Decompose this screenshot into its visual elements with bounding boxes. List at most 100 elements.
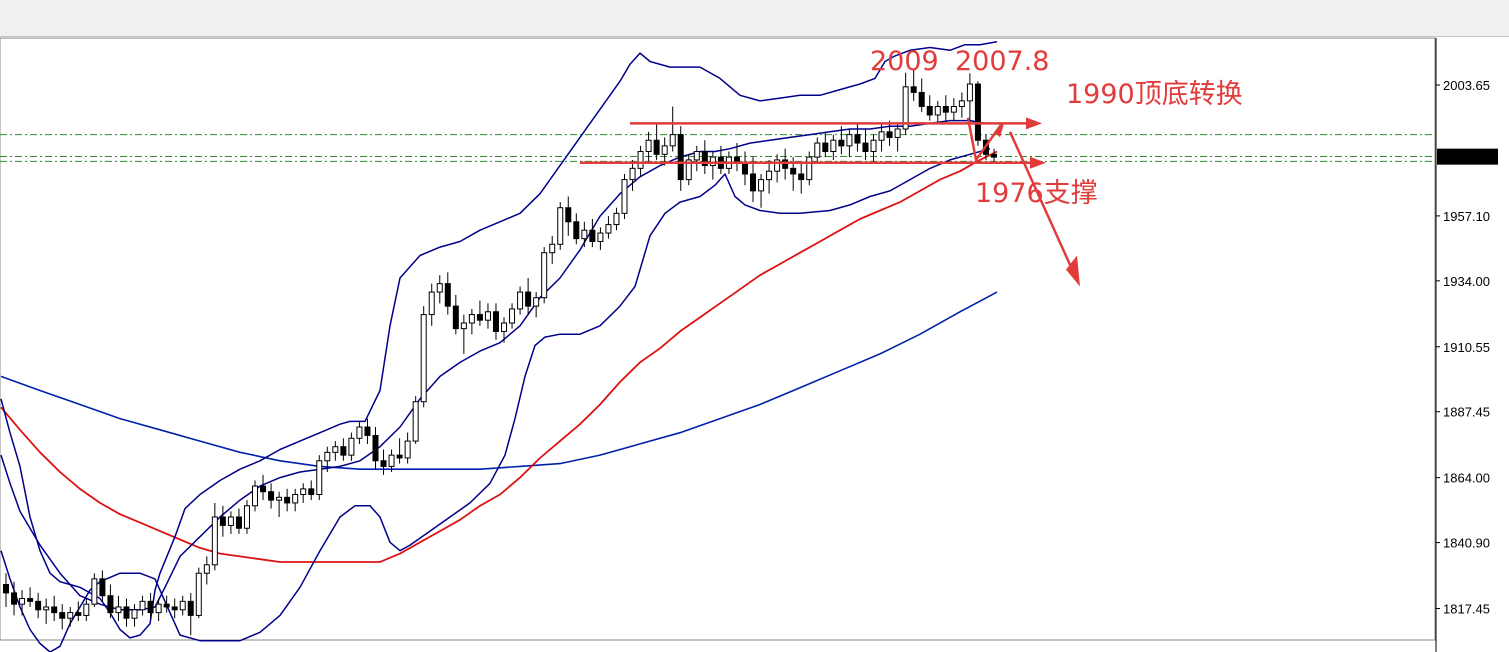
candle-72 (581, 221, 588, 248)
candle-body-down (492, 311, 499, 332)
candle-body-down (107, 595, 114, 614)
candle-body-up (637, 150, 644, 169)
candle-body-up (581, 229, 588, 240)
annotation-label-0: 2009 (870, 46, 939, 77)
candle-38 (308, 480, 315, 501)
candle-123 (991, 148, 997, 163)
candle-body-up (693, 150, 700, 161)
candle-71 (573, 213, 580, 245)
candle-body-up (806, 156, 813, 181)
candle-7 (59, 604, 66, 630)
candle-body-up (436, 283, 443, 293)
candle-23 (187, 592, 194, 636)
candle-body-up (211, 516, 218, 566)
plot-area[interactable] (0, 37, 1436, 641)
axis-tick-label-1: 1957.10 (1443, 209, 1490, 224)
candle-body-up (605, 224, 612, 234)
candle-56 (452, 294, 459, 335)
candle-43 (348, 432, 355, 461)
candle-83 (669, 106, 676, 152)
candle-body-down (235, 516, 242, 529)
candle-58 (468, 308, 475, 335)
candle-body-up (621, 179, 628, 214)
candle-body-up (428, 291, 435, 316)
candle-body-up (83, 603, 90, 616)
candle-64 (517, 286, 524, 315)
ma-blue-line (0, 291, 998, 471)
candle-113 (910, 69, 917, 101)
candle-body-down (525, 291, 532, 307)
candle-body-down (854, 134, 861, 144)
candle-10 (83, 598, 90, 622)
candle-52 (420, 306, 427, 408)
candle-107 (862, 129, 869, 160)
candle-body-down (268, 491, 275, 501)
candle-11 (91, 573, 98, 607)
candle-86 (693, 145, 700, 172)
candle-12 (99, 570, 106, 602)
candle-body-up (830, 139, 837, 152)
candle-body-up (597, 232, 604, 242)
candles (3, 69, 997, 636)
candle-21 (171, 598, 178, 619)
candle-body-up (758, 179, 765, 192)
axis-tick-label-7: 1817.45 (1443, 602, 1490, 617)
current-price-box (1437, 148, 1498, 165)
candle-body-up (252, 485, 259, 507)
candle-40 (324, 446, 331, 473)
candle-55 (444, 272, 451, 315)
v-arrowhead (994, 123, 1004, 138)
candle-87 (701, 140, 708, 174)
candle-27 (219, 505, 226, 537)
candle-body-up (332, 446, 339, 453)
toolbar-strip (0, 0, 1509, 37)
candle-85 (685, 154, 692, 186)
candle-95 (766, 159, 773, 194)
candle-body-up (894, 128, 901, 138)
candle-73 (589, 218, 596, 248)
candle-31 (252, 480, 259, 512)
candle-17 (139, 595, 146, 616)
candle-body-down (589, 229, 596, 242)
level-1990-arrowhead (1026, 117, 1042, 130)
candle-67 (541, 247, 548, 304)
candle-body-down (886, 131, 893, 138)
candle-body-down (862, 142, 869, 152)
candle-96 (774, 154, 781, 183)
candle-body-down (27, 598, 34, 602)
candle-65 (525, 278, 532, 315)
candle-body-down (35, 600, 42, 611)
candle-body-down (123, 606, 130, 619)
ma-red-polyline (0, 150, 998, 563)
candle-15 (123, 598, 130, 627)
candle-104 (838, 126, 845, 155)
candle-body-up (517, 291, 524, 310)
candle-116 (934, 100, 941, 124)
candle-body-up (276, 496, 283, 501)
candle-body-down (171, 606, 178, 611)
candle-body-down (163, 603, 170, 608)
candle-5 (43, 598, 50, 624)
candle-117 (942, 95, 949, 121)
candle-body-up (629, 167, 636, 181)
candle-body-down (677, 134, 684, 181)
candle-78 (629, 159, 636, 191)
candle-body-up (91, 578, 98, 605)
candle-body-down (942, 106, 949, 113)
candle-body-down (187, 600, 194, 616)
candle-body-up (846, 134, 853, 147)
down-arrowhead (1066, 255, 1080, 287)
candle-82 (661, 137, 668, 166)
candle-body-up (501, 322, 508, 332)
candle-111 (894, 123, 901, 152)
candle-body-up (420, 314, 427, 403)
candle-110 (886, 120, 893, 146)
candle-101 (814, 137, 821, 163)
candle-30 (243, 500, 250, 534)
candle-body-up (155, 603, 162, 614)
candle-97 (782, 148, 789, 180)
candle-body-up (661, 145, 668, 155)
candle-25 (203, 556, 210, 585)
axis-tick-label-0: 2003.65 (1443, 78, 1490, 93)
